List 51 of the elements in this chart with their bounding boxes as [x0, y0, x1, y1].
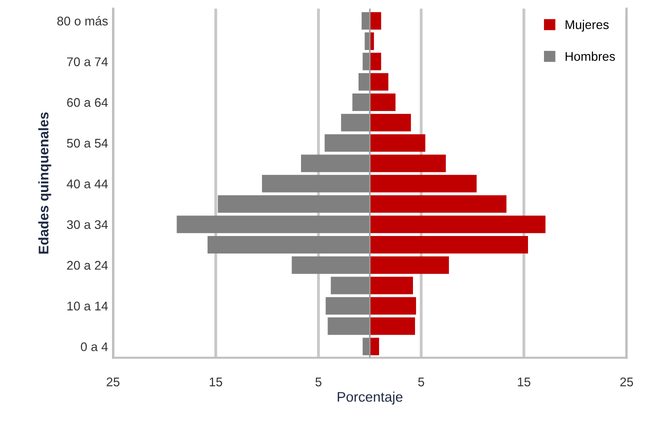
bar	[292, 256, 370, 274]
bar	[370, 174, 477, 192]
x-tick-label: 5	[418, 378, 424, 386]
bar	[370, 73, 388, 91]
y-tick-label: 30 a 34	[66, 220, 108, 230]
bar	[370, 276, 413, 294]
bar	[208, 236, 370, 254]
bar	[370, 236, 528, 254]
bar	[362, 52, 370, 70]
bar	[370, 12, 382, 30]
bar	[218, 195, 370, 213]
bar	[301, 154, 370, 172]
y-axis-title: Edades quinquenales	[38, 112, 52, 254]
y-tick-label: 40 a 44	[66, 179, 108, 188]
bar	[370, 297, 416, 315]
bar	[370, 154, 446, 172]
x-tick-label: 25	[620, 378, 634, 386]
x-tick-label: 25	[106, 378, 120, 386]
bar	[341, 114, 370, 132]
bar	[324, 134, 370, 152]
bar	[328, 317, 370, 335]
bar	[358, 73, 370, 91]
bar	[330, 276, 370, 294]
bar	[370, 317, 416, 335]
y-tick-label: 20 a 24	[67, 260, 108, 270]
x-tick-label: 15	[518, 378, 530, 386]
y-tick-label: 0 a 4	[80, 342, 108, 352]
bar	[370, 114, 411, 132]
bar	[370, 52, 382, 70]
x-tick-label: 5	[316, 378, 322, 386]
bar	[370, 134, 426, 152]
x-tick-label: 15	[210, 378, 222, 386]
x-axis-title: Porcentaje	[338, 392, 402, 405]
bar	[370, 195, 506, 213]
bar	[370, 338, 380, 356]
bar	[176, 216, 370, 234]
y-tick-label: 60 a 64	[67, 98, 108, 107]
bar	[262, 174, 370, 192]
bar	[370, 216, 546, 234]
bar	[370, 256, 449, 274]
bar	[362, 12, 370, 30]
y-tick-label: 80 o más	[57, 16, 108, 26]
y-tick-label: 50 a 54	[66, 138, 108, 148]
legend-label: Mujeres	[566, 20, 609, 32]
legend-label: Hombres	[566, 52, 615, 61]
bar	[362, 338, 370, 356]
bar	[326, 297, 370, 315]
y-tick-label: 10 a 14	[67, 302, 108, 310]
bar	[370, 94, 396, 112]
y-tick-label: 70 a 74	[67, 57, 108, 66]
bar	[352, 94, 370, 112]
